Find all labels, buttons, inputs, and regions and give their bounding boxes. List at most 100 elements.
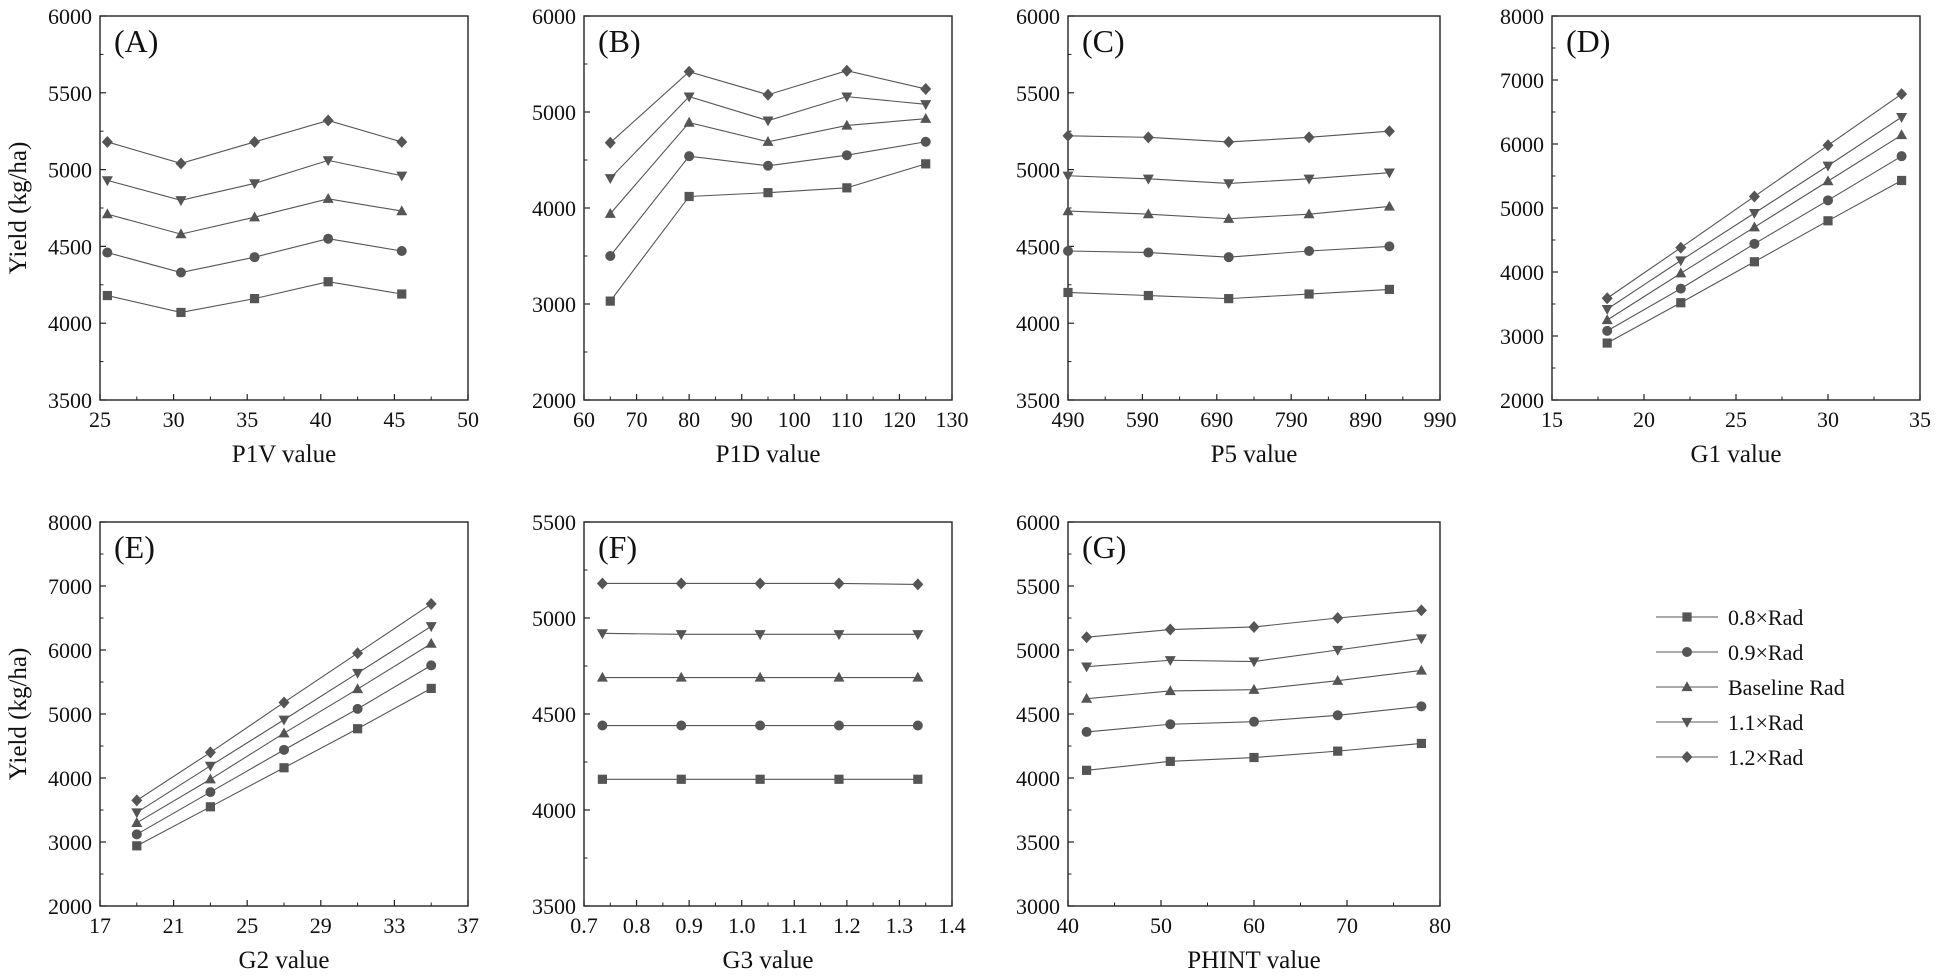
data-point <box>1332 645 1344 656</box>
data-point <box>1304 246 1315 257</box>
chart-panel-3: 3500 4000 4500 5000 5500 6000 490 590 690 790 890 9… <box>1016 4 1457 468</box>
data-point <box>1749 257 1759 267</box>
data-point <box>1143 247 1154 258</box>
data-point <box>1675 267 1687 278</box>
y-tick-label: 5000 <box>1500 196 1544 221</box>
data-point <box>101 208 113 219</box>
data-point <box>920 136 931 147</box>
x-tick-label: 50 <box>457 407 479 432</box>
x-tick-label: 590 <box>1126 407 1159 432</box>
x-tick-label: 45 <box>383 407 405 432</box>
data-point <box>1333 746 1343 756</box>
data-point <box>912 578 924 591</box>
x-tick-label: 29 <box>310 913 332 938</box>
data-point <box>841 64 853 77</box>
series-1 <box>132 683 436 851</box>
data-point <box>762 88 774 101</box>
data-point <box>352 647 364 660</box>
series-line <box>609 163 926 302</box>
data-point <box>1332 612 1344 624</box>
legend-marker <box>1681 751 1693 763</box>
data-point <box>101 135 113 148</box>
data-point <box>676 774 686 784</box>
data-point <box>1304 289 1314 299</box>
data-point <box>754 630 766 641</box>
data-point <box>425 597 437 610</box>
series-2 <box>1602 151 1907 336</box>
y-tick-label: 4500 <box>48 234 92 259</box>
chart-panel-1: 3500 4000 4500 5000 5500 6000 25 30 35 40 45 50 P1V … <box>5 4 479 468</box>
chart-panel-5: 2000 3000 4000 5000 6000 7000 8000 17 21 25 29 33 37… <box>5 510 479 974</box>
data-point <box>842 183 852 193</box>
data-point <box>675 630 687 641</box>
data-point <box>102 290 112 301</box>
x-tick-label: 120 <box>883 407 916 432</box>
y-tick-label: 4000 <box>48 766 92 791</box>
x-tick-label: 0.7 <box>570 913 598 938</box>
data-point <box>278 696 290 709</box>
data-point <box>1415 604 1427 617</box>
data-point <box>249 294 260 304</box>
data-point <box>1602 325 1613 336</box>
data-point <box>675 577 687 590</box>
data-point <box>1823 216 1833 226</box>
data-point <box>675 671 687 682</box>
x-tick-label: 1.3 <box>886 913 914 938</box>
data-point <box>1896 112 1908 123</box>
series-4 <box>1081 634 1427 673</box>
y-tick-label: 5500 <box>1016 81 1060 106</box>
x-tick-label: 60 <box>573 407 595 432</box>
legend-label: 1.1×Rad <box>1728 710 1803 735</box>
data-point <box>352 703 363 714</box>
data-point <box>322 114 334 127</box>
y-tick-label: 5000 <box>532 606 576 631</box>
data-point <box>1384 241 1395 252</box>
data-point <box>1164 623 1176 636</box>
y-tick-label: 4000 <box>1016 311 1060 336</box>
data-point <box>762 116 774 127</box>
data-point <box>278 715 290 726</box>
data-point <box>426 683 436 693</box>
legend-marker <box>1682 647 1692 657</box>
legend-item: 1.2×Rad <box>1656 745 1803 770</box>
series-1 <box>102 277 407 318</box>
series-3 <box>101 193 408 239</box>
data-point <box>1822 175 1834 186</box>
data-point <box>1748 190 1760 203</box>
data-point <box>833 630 845 641</box>
data-point <box>131 794 143 807</box>
data-point <box>1303 174 1315 185</box>
x-tick-label: 990 <box>1424 407 1457 432</box>
x-axis-title: G2 value <box>239 947 330 974</box>
x-tick-label: 80 <box>678 407 700 432</box>
y-tick-label: 4000 <box>532 196 576 221</box>
data-point <box>1142 131 1154 144</box>
data-point <box>279 744 289 755</box>
data-point <box>1081 692 1093 703</box>
panel-label: (B) <box>598 23 641 59</box>
y-tick-label: 3000 <box>48 830 92 855</box>
panel-label: (G) <box>1082 529 1126 565</box>
x-tick-label: 15 <box>1541 407 1563 432</box>
series-2 <box>1081 701 1427 737</box>
data-point <box>131 829 142 840</box>
legend-item: 1.1×Rad <box>1656 710 1803 735</box>
data-point <box>604 136 616 149</box>
series-3 <box>596 671 924 682</box>
series-2 <box>131 660 437 840</box>
x-tick-label: 890 <box>1349 407 1382 432</box>
y-tick-label: 4500 <box>1016 234 1060 259</box>
plot-frame <box>583 15 953 401</box>
data-point <box>175 157 187 170</box>
data-point <box>1223 135 1235 148</box>
y-tick-label: 4000 <box>1016 766 1060 791</box>
data-point <box>1384 284 1395 295</box>
data-point <box>1896 88 1908 101</box>
data-point <box>205 802 215 812</box>
x-tick-label: 30 <box>163 407 185 432</box>
data-point <box>1143 290 1153 301</box>
x-tick-label: 60 <box>1243 913 1265 938</box>
data-point <box>396 135 408 148</box>
y-tick-label: 5000 <box>48 158 92 183</box>
series-3 <box>1081 664 1427 703</box>
